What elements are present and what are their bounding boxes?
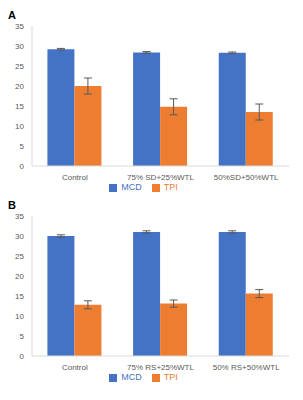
svg-text:10: 10 — [15, 122, 24, 131]
html-text:TPI: TPI — [163, 372, 178, 382]
html-text:A: A — [8, 9, 16, 21]
svg-text:0: 0 — [20, 352, 25, 361]
svg-text:35: 35 — [15, 212, 24, 221]
svg-text:25: 25 — [15, 62, 24, 71]
svg-text:10: 10 — [15, 312, 24, 321]
svg-text:0: 0 — [20, 162, 25, 171]
html-text:MCD: MCD — [121, 372, 142, 382]
svg-text:15: 15 — [15, 102, 24, 111]
svg-text:Control: Control — [62, 363, 88, 372]
svg-text:75% SD+25%WTL: 75% SD+25%WTL — [127, 173, 194, 182]
svg-text:50% RS+50%WTL: 50% RS+50%WTL — [213, 363, 280, 372]
svg-text:75% RS+25%WTL: 75% RS+25%WTL — [127, 363, 194, 372]
html-text:TPI: TPI — [163, 182, 178, 192]
svg-text:30: 30 — [15, 42, 24, 51]
svg-text:30: 30 — [15, 232, 24, 241]
svg-text:35: 35 — [15, 22, 24, 31]
svg-text:20: 20 — [15, 272, 24, 281]
svg-text:25: 25 — [15, 252, 24, 261]
svg-text:50%SD+50%WTL: 50%SD+50%WTL — [214, 173, 279, 182]
svg-text:Control: Control — [62, 173, 88, 182]
html-text:B: B — [8, 199, 16, 211]
svg-text:5: 5 — [20, 332, 25, 341]
svg-text:5: 5 — [20, 142, 25, 151]
svg-text:20: 20 — [15, 82, 24, 91]
svg-text:15: 15 — [15, 292, 24, 301]
html-text:MCD: MCD — [121, 182, 142, 192]
